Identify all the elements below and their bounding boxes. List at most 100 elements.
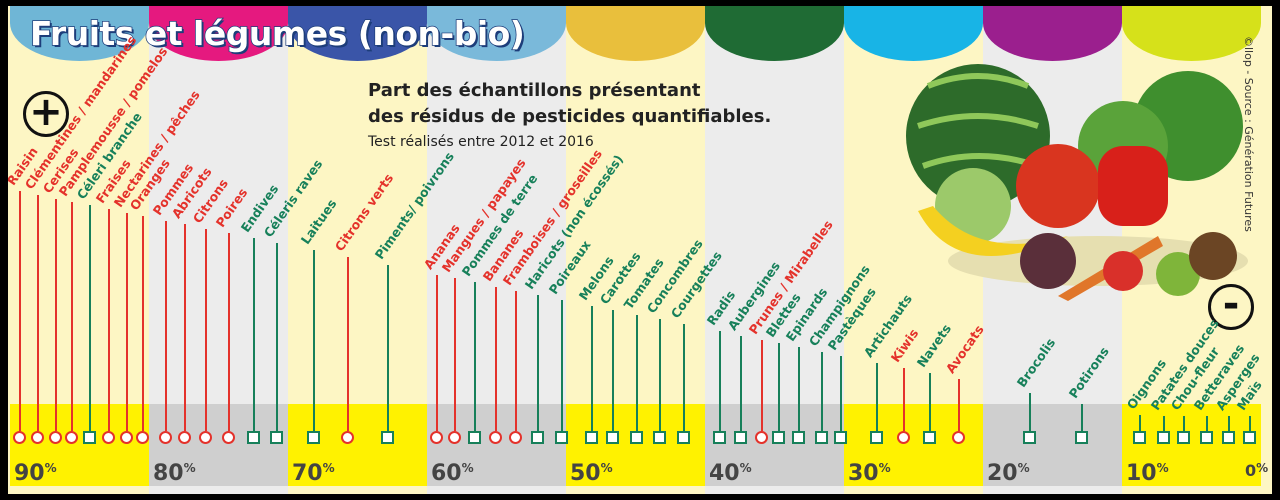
stem-line (820, 351, 823, 431)
band-base (1122, 404, 1261, 486)
band-base (149, 404, 288, 486)
stem-line (1248, 416, 1251, 431)
tick-label: 10% (1126, 461, 1169, 486)
vegetable-marker (1221, 431, 1235, 444)
stem-line (682, 324, 685, 431)
fruits-vegetables-illustration (906, 64, 1248, 301)
stem-line (142, 216, 145, 431)
stem-line (125, 212, 128, 431)
stem-line (204, 228, 207, 431)
stem-line (777, 343, 780, 431)
stem-line (435, 274, 438, 431)
tick-label: 90% (14, 461, 57, 486)
stem-line (386, 264, 389, 431)
stem-line (929, 373, 931, 431)
stem-line (495, 286, 498, 431)
vegetable-marker (1199, 431, 1213, 444)
stem-line (54, 198, 57, 431)
stem-line (313, 250, 316, 431)
stem-line (591, 305, 594, 431)
chart-title: Fruits et légumes (non-bio) (29, 13, 525, 54)
vegetable-marker (713, 431, 727, 444)
fruit-marker (12, 431, 26, 444)
stem-line (36, 194, 39, 431)
tick-label: 40% (709, 461, 752, 486)
vegetable-marker (1074, 431, 1088, 444)
stem-line (958, 379, 961, 431)
tick-label: 70% (292, 461, 335, 486)
fruit-marker (101, 431, 115, 444)
fruit-marker (198, 431, 212, 444)
band-90 (10, 6, 149, 494)
stem-line (1183, 416, 1186, 431)
fruit-marker (222, 431, 236, 444)
vegetable-marker (307, 431, 321, 444)
band-50 (566, 6, 705, 494)
fruit-marker (65, 431, 79, 444)
tick-label: 80% (153, 461, 196, 486)
stem-line (1138, 415, 1141, 431)
stem-line (253, 238, 256, 431)
stem-line (453, 278, 456, 431)
fruit-marker (447, 431, 461, 444)
fruit-marker (489, 431, 503, 444)
stem-line (89, 205, 92, 431)
band-base (566, 404, 705, 486)
stem-line (739, 335, 742, 431)
stem-line (537, 295, 540, 431)
vegetable-marker (1156, 431, 1170, 444)
vegetable-marker (1242, 431, 1256, 444)
vegetable-marker (834, 431, 848, 444)
band-80 (149, 6, 288, 494)
vegetable-marker (380, 431, 394, 444)
band-cap (705, 6, 844, 61)
stem-line (635, 314, 638, 431)
stem-line (902, 368, 905, 431)
vegetable-marker (1132, 431, 1146, 444)
stem-line (1205, 416, 1208, 431)
vegetable-marker (733, 431, 747, 444)
stem-line (71, 201, 74, 431)
band-base (983, 404, 1122, 486)
stem-line (107, 209, 110, 431)
vegetable-marker (468, 431, 482, 444)
fruit-marker (340, 431, 354, 444)
vegetable-marker (247, 431, 261, 444)
tick-label: 30% (848, 461, 891, 486)
vegetable-marker (653, 431, 667, 444)
vegetable-marker (676, 431, 690, 444)
stem-line (18, 191, 21, 431)
vegetable-marker (870, 431, 884, 444)
stem-line (228, 233, 231, 431)
fruit-marker (952, 431, 966, 444)
fruit-marker (136, 431, 150, 444)
band-cap (566, 6, 705, 61)
tick-label: 50% (570, 461, 613, 486)
band-70 (288, 6, 427, 494)
vegetable-marker (83, 431, 97, 444)
stem-line (1227, 416, 1230, 431)
fruit-marker (754, 431, 768, 444)
stem-line (275, 242, 278, 431)
tick-label: 0% (1245, 461, 1269, 480)
stem-line (760, 339, 763, 431)
stem-line (719, 331, 722, 431)
fruit-marker (896, 431, 910, 444)
stem-line (876, 362, 879, 431)
vegetable-marker (269, 431, 283, 444)
vegetable-marker (585, 431, 599, 444)
stem-line (840, 355, 843, 431)
fruit-marker (177, 431, 191, 444)
band-40 (705, 6, 844, 494)
tick-label: 60% (431, 461, 474, 486)
less-pesticides-icon: - (1208, 284, 1254, 330)
fruit-marker (30, 431, 44, 444)
subtitle-line-2: des résidus de pesticides quantifiables. (368, 106, 772, 127)
vegetable-marker (554, 431, 568, 444)
stem-line (1080, 403, 1083, 431)
stem-line (659, 319, 662, 431)
fruit-marker (508, 431, 522, 444)
vegetable-marker (792, 431, 806, 444)
stem-line (474, 282, 477, 431)
subtitle-line-1: Part des échantillons présentant (368, 80, 701, 101)
